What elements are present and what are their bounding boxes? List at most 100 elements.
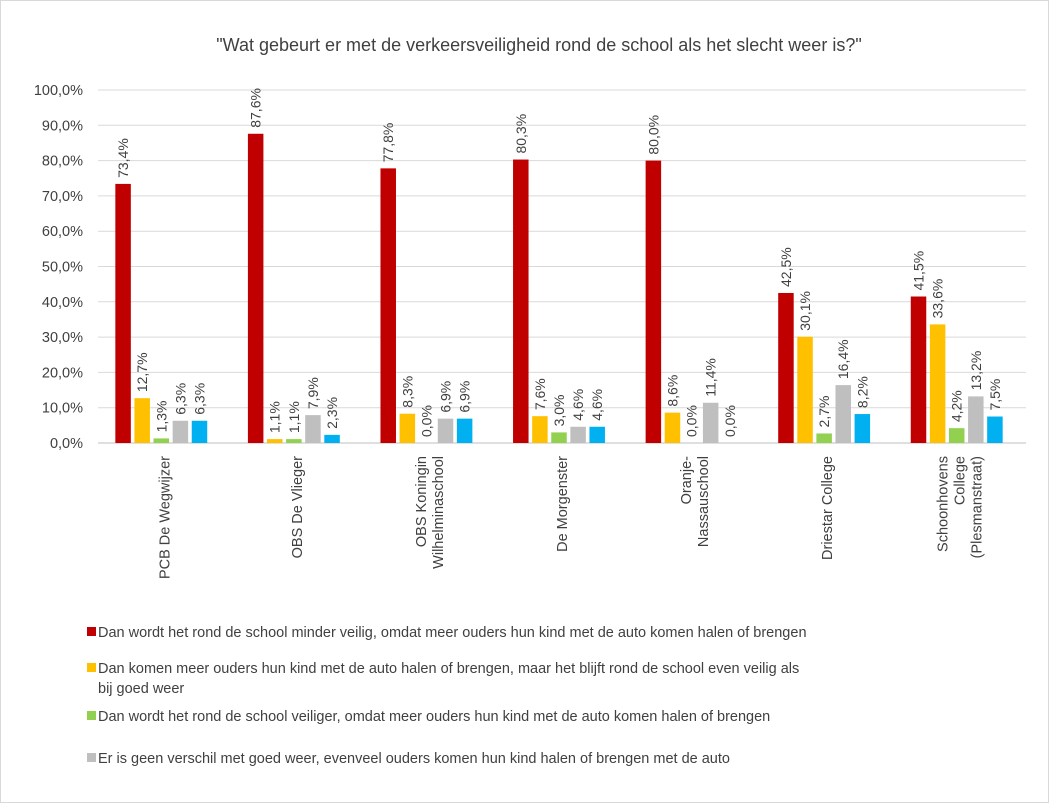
data-label: 42,5% — [778, 247, 794, 287]
data-label: 7,6% — [532, 378, 548, 410]
y-tick-label: 50,0% — [42, 260, 83, 276]
bar — [172, 420, 189, 443]
legend-entry: Er is geen verschil met goed weer, evenv… — [98, 751, 730, 767]
data-label: 6,9% — [457, 381, 473, 413]
data-label: 1,1% — [267, 401, 283, 433]
legend-entry: Dan komen meer ouders hun kind met de au… — [98, 661, 799, 677]
bar — [380, 168, 396, 443]
legend: Dan wordt het rond de school minder veil… — [87, 625, 807, 767]
legend-swatch — [87, 627, 96, 636]
y-tick-label: 90,0% — [42, 118, 83, 134]
category-label: OBS De Vlieger — [290, 456, 306, 559]
bar — [835, 385, 851, 443]
gridlines — [98, 89, 1026, 444]
data-label: 0,0% — [684, 405, 700, 437]
category-label: De Morgenster — [555, 456, 571, 552]
category-label: Schoonhovens — [936, 456, 952, 552]
legend-entry: bij goed weer — [98, 681, 184, 697]
data-label: 0,0% — [418, 405, 434, 437]
data-label: 13,2% — [968, 351, 984, 391]
data-label: 6,3% — [191, 383, 207, 415]
y-tick-label: 20,0% — [42, 365, 83, 381]
data-label: 0,0% — [722, 405, 738, 437]
bar — [247, 133, 264, 443]
data-label: 4,6% — [570, 389, 586, 421]
data-labels: 73,4%12,7%1,3%6,3% 6,3%87,6%1,1% 1,1%7,9%2… — [115, 88, 1003, 437]
bar — [778, 292, 794, 443]
bar — [134, 398, 150, 443]
bar — [513, 159, 529, 443]
y-tick-label: 70,0% — [42, 189, 83, 205]
bar — [816, 433, 832, 443]
legend-swatch — [87, 663, 96, 672]
data-label: 16,4% — [835, 339, 851, 379]
data-label: 1,1% — [286, 401, 302, 433]
data-label: 30,1% — [797, 291, 813, 331]
x-axis-category-labels: PCB De Wegwijzer OBS De Vlieger OBS Koning… — [157, 456, 985, 579]
category-label: (Plesmanstraat) — [970, 456, 986, 558]
bar — [191, 420, 208, 443]
bar — [305, 415, 321, 443]
bar — [456, 418, 473, 443]
data-label: 11,4% — [703, 358, 719, 397]
bar — [910, 296, 927, 443]
y-tick-label: 40,0% — [42, 295, 83, 311]
y-axis-tick-labels: 0,0% 10,0% 20,0% 30,0% 40,0% 50,0% 60,0% 70,0% 8… — [34, 83, 83, 452]
data-label: 8,6% — [664, 375, 680, 407]
bar — [664, 412, 681, 443]
bar — [551, 432, 567, 443]
legend-entry: Dan wordt het rond de school veiliger, o… — [98, 709, 770, 725]
data-label: 2,3% — [324, 397, 340, 429]
data-label: 3,0% — [551, 394, 567, 426]
data-label: 1,3% — [153, 400, 169, 432]
bar — [399, 413, 416, 443]
data-label: 8,3% — [399, 376, 415, 408]
data-label: 6,3% — [172, 383, 188, 415]
data-label: 7,5% — [987, 379, 1003, 411]
bar — [854, 414, 871, 443]
legend-entry: Dan wordt het rond de school minder veil… — [98, 625, 807, 641]
bar — [324, 434, 340, 443]
data-label: 4,6% — [589, 389, 605, 421]
y-tick-label: 80,0% — [42, 154, 83, 170]
data-label: 80,0% — [645, 115, 661, 155]
data-label: 41,5% — [911, 251, 927, 291]
bar — [153, 438, 170, 443]
data-label: 73,4% — [115, 138, 131, 178]
data-label: 80,3% — [513, 114, 529, 154]
category-label: Oranje- — [679, 456, 695, 505]
category-label: Driestar College — [820, 456, 836, 560]
data-label: 8,2% — [854, 376, 870, 408]
category-label: Wilhelminaschool — [431, 456, 447, 569]
data-label: 4,2% — [949, 390, 965, 422]
bar — [570, 426, 586, 443]
data-label: 77,8% — [380, 123, 396, 163]
data-label: 2,7% — [816, 396, 832, 428]
bar — [948, 428, 965, 443]
category-label: College — [953, 456, 969, 505]
legend-swatch — [87, 753, 96, 762]
bar — [929, 324, 946, 443]
bar — [645, 160, 662, 443]
bar — [286, 439, 302, 443]
data-label: 33,6% — [930, 279, 946, 319]
data-label: 12,7% — [134, 352, 150, 392]
bar — [115, 183, 131, 443]
bar — [437, 418, 454, 443]
legend-swatch — [87, 711, 96, 720]
y-tick-label: 30,0% — [42, 330, 83, 346]
data-label: 6,9% — [438, 381, 454, 413]
category-label: OBS Koningin — [414, 456, 430, 547]
chart-title: "Wat gebeurt er met de verkeersveilighei… — [216, 35, 861, 55]
y-tick-label: 0,0% — [50, 436, 83, 452]
bars — [115, 133, 1003, 443]
category-label: Nassauschool — [696, 456, 712, 547]
bar — [797, 336, 813, 443]
bar — [532, 416, 548, 443]
bar — [987, 416, 1003, 443]
bar — [267, 439, 283, 443]
data-label: 87,6% — [248, 88, 264, 128]
bar — [702, 402, 719, 443]
